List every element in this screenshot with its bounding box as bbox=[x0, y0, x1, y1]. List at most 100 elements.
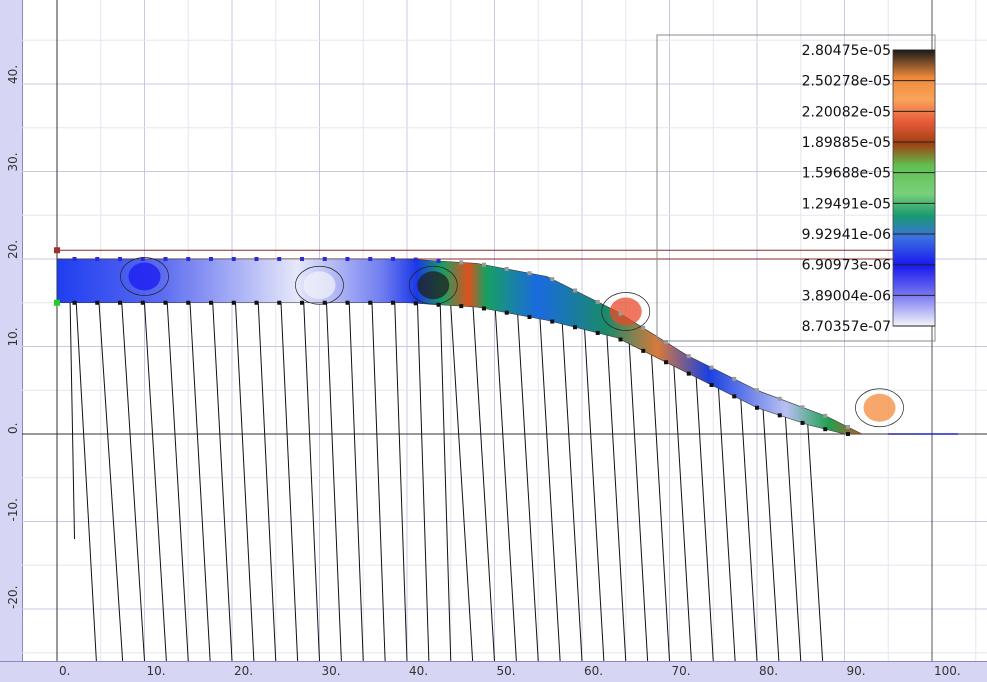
colorbar-label: 1.29491e-05 bbox=[802, 196, 891, 212]
node-marker-bottom bbox=[300, 300, 304, 305]
x-tick-label: 90. bbox=[847, 664, 866, 678]
node-marker-bottom bbox=[527, 314, 532, 319]
node-marker-bottom bbox=[345, 300, 350, 305]
node-marker-top bbox=[95, 257, 100, 261]
node-marker-top bbox=[118, 257, 122, 261]
y-tick-label: -10. bbox=[6, 498, 20, 521]
anchor-line bbox=[762, 409, 780, 662]
node-marker-bottom bbox=[618, 337, 623, 342]
colorbar-label: 1.89885e-05 bbox=[802, 135, 891, 151]
anchor-line bbox=[517, 314, 539, 662]
anchor-line bbox=[606, 335, 627, 662]
x-tick-label: 40. bbox=[409, 664, 428, 678]
x-tick-label: 0. bbox=[59, 664, 70, 678]
node-marker-top bbox=[413, 257, 418, 262]
contour-line bbox=[408, 265, 458, 305]
node-markers bbox=[54, 247, 850, 436]
colorbar-label: 9.92941e-06 bbox=[802, 227, 891, 243]
node-marker-bottom bbox=[823, 427, 828, 432]
horizontal-ruler bbox=[0, 661, 987, 682]
anchor-line bbox=[584, 329, 605, 662]
anchor-line bbox=[740, 399, 758, 662]
hotspot bbox=[303, 271, 336, 300]
x-tick-label: 80. bbox=[759, 664, 778, 678]
anchor-line bbox=[494, 310, 517, 662]
node-marker-top bbox=[322, 257, 327, 261]
node-marker-top bbox=[345, 257, 350, 261]
anchor-line bbox=[189, 302, 211, 662]
node-marker-bottom bbox=[186, 300, 191, 305]
contour-line bbox=[601, 292, 651, 331]
colorbar-label: 6.90973e-06 bbox=[802, 258, 891, 274]
node-marker-top bbox=[664, 340, 668, 345]
anchor-line bbox=[348, 302, 364, 662]
anchor-line bbox=[212, 302, 233, 662]
node-marker-green bbox=[54, 299, 60, 306]
x-tick-label: 50. bbox=[497, 664, 516, 678]
node-marker-bottom bbox=[573, 325, 577, 330]
anchor-line bbox=[417, 303, 430, 662]
x-tick-label: 10. bbox=[147, 664, 166, 678]
node-marker-bottom bbox=[277, 300, 282, 305]
anchor-line bbox=[439, 304, 452, 662]
node-marker-bottom bbox=[777, 413, 782, 418]
anchor-line bbox=[280, 302, 299, 662]
node-marker-top bbox=[846, 425, 850, 429]
node-marker-bottom bbox=[709, 383, 714, 387]
node-marker-top bbox=[231, 257, 236, 261]
node-marker-top bbox=[732, 376, 737, 381]
contour-body bbox=[56, 257, 915, 435]
vertical-ruler bbox=[0, 0, 23, 661]
colorbar-label: 2.80475e-05 bbox=[802, 43, 891, 59]
node-marker-bottom bbox=[231, 300, 236, 305]
node-marker-top bbox=[504, 266, 509, 271]
x-tick-label: 70. bbox=[672, 664, 691, 678]
node-marker-bottom bbox=[550, 319, 555, 324]
colorbar-label: 2.20082e-05 bbox=[802, 104, 891, 120]
node-marker-top bbox=[527, 271, 532, 276]
anchor-line bbox=[69, 302, 75, 540]
hotspot bbox=[128, 262, 161, 291]
anchor-line bbox=[166, 302, 189, 662]
colorbar-label: 1.59688e-05 bbox=[802, 166, 891, 182]
axes bbox=[22, 0, 987, 661]
node-marker-bottom bbox=[413, 301, 418, 306]
node-marker-bottom bbox=[163, 300, 168, 305]
x-tick-label: 100. bbox=[934, 664, 961, 678]
anchor-line bbox=[98, 302, 124, 662]
node-marker-bottom bbox=[118, 300, 122, 305]
node-marker-top bbox=[686, 354, 691, 359]
anchor-line bbox=[394, 302, 408, 662]
node-marker-top bbox=[755, 388, 759, 393]
node-marker-bottom bbox=[322, 300, 327, 305]
node-marker-top bbox=[391, 257, 395, 261]
node-marker-top bbox=[482, 262, 486, 267]
anchor-line bbox=[628, 343, 649, 662]
node-marker-top bbox=[368, 257, 373, 261]
node-marker-bottom bbox=[595, 330, 600, 335]
anchor-line bbox=[539, 318, 561, 662]
node-marker-bottom bbox=[72, 300, 77, 305]
node-marker-bottom bbox=[391, 300, 395, 305]
colorbar-label: 8.70357e-07 bbox=[802, 319, 891, 335]
node-marker-top bbox=[823, 413, 828, 418]
node-marker-top bbox=[709, 365, 714, 370]
colorbar-label: 3.89004e-06 bbox=[802, 288, 891, 304]
node-marker-bottom bbox=[641, 348, 646, 353]
node-marker-top bbox=[459, 260, 464, 265]
node-marker-top bbox=[436, 258, 441, 263]
node-marker-bottom bbox=[800, 420, 805, 425]
anchor-lines bbox=[69, 302, 824, 662]
colorbar-legend: 2.80475e-05 2.50278e-05 2.20082e-05 1.89885… bbox=[656, 34, 936, 342]
x-tick-label: 20. bbox=[234, 664, 253, 678]
anchor-line bbox=[673, 366, 692, 662]
anchor-line bbox=[807, 424, 824, 662]
node-marker-top bbox=[300, 257, 304, 261]
anchor-line bbox=[144, 302, 167, 662]
node-marker-top bbox=[277, 257, 282, 261]
node-marker-top bbox=[641, 325, 646, 330]
node-marker-bottom bbox=[504, 310, 509, 315]
hotspot bbox=[417, 271, 450, 300]
anchor-line bbox=[326, 302, 342, 662]
node-marker-top bbox=[254, 257, 259, 261]
